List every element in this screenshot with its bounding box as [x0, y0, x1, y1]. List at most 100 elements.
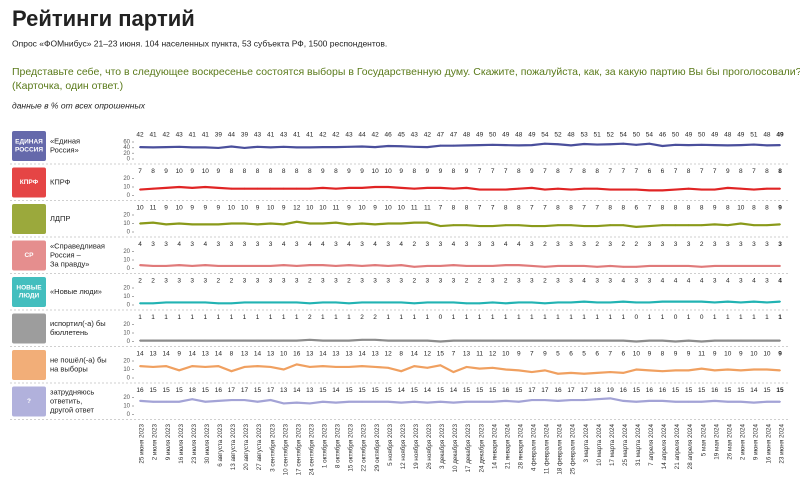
value-label: 2 [360, 314, 364, 321]
row-label: ответить, [50, 396, 82, 405]
y-tick-label: 20 [123, 322, 130, 328]
value-label: 1 [504, 314, 508, 321]
value-label: 3 [203, 278, 207, 285]
value-label: 10 [371, 168, 379, 175]
value-label: 49 [711, 132, 719, 139]
point [530, 399, 533, 401]
value-label: 12 [385, 351, 393, 358]
value-label: 4 [517, 241, 521, 248]
value-label: 8 [412, 168, 416, 175]
party-logo [12, 277, 46, 307]
value-label: 3 [530, 241, 534, 248]
point [779, 265, 781, 267]
party-logo [12, 386, 46, 417]
x-tick-label: 3 сентября 2023 [268, 424, 276, 472]
value-label: 1 [243, 314, 247, 321]
value-label: 2 [151, 278, 155, 285]
value-label: 3 [556, 278, 560, 285]
value-label: 1 [765, 314, 769, 321]
value-label: 51 [750, 132, 758, 139]
point [596, 187, 599, 190]
point [282, 301, 285, 304]
value-label: 1 [177, 314, 181, 321]
value-label: 3 [569, 241, 573, 248]
point [648, 265, 651, 267]
point [491, 366, 494, 369]
point [739, 301, 742, 304]
value-label: 10 [306, 205, 314, 212]
point [256, 339, 259, 342]
value-label: 3 [582, 241, 586, 248]
value-label: 8 [595, 168, 599, 175]
point [400, 222, 403, 225]
value-label: 15 [724, 387, 732, 394]
point [308, 302, 311, 305]
value-label: 9 [648, 351, 652, 358]
point [609, 371, 612, 373]
point [543, 302, 546, 305]
x-tick-label: 17 декабря 2023 [464, 424, 472, 473]
row-label: не пошёл(-а) бы [50, 355, 107, 364]
value-label: 1 [556, 314, 560, 321]
point [465, 224, 468, 227]
value-label: 4 [177, 241, 181, 248]
point [191, 146, 194, 149]
value-label: 8 [687, 168, 691, 175]
value-label: 6 [569, 351, 573, 358]
point [491, 339, 494, 342]
value-label: 50 [489, 132, 497, 139]
point [648, 301, 651, 304]
point [583, 143, 585, 145]
point [452, 401, 455, 404]
x-tick-label: 10 сентября 2023 [281, 424, 289, 476]
point [204, 223, 207, 226]
value-label: 17 [228, 387, 236, 394]
value-label: 10 [241, 205, 249, 212]
value-label: 10 [385, 168, 393, 175]
point [648, 369, 651, 372]
value-label: 2 [543, 278, 547, 285]
value-label: 0 [674, 314, 678, 321]
x-tick-label: 8 октября 2023 [334, 424, 342, 469]
value-label: 15 [672, 387, 680, 394]
value-label: 15 [371, 387, 379, 394]
value-label: 10 [228, 205, 236, 212]
x-tick-label: 12 ноября 2023 [399, 424, 407, 470]
value-label: 1 [203, 314, 207, 321]
value-label: 12 [489, 351, 497, 358]
point [452, 339, 455, 342]
y-tick-label: 0 [127, 266, 131, 272]
value-label: 41 [293, 132, 301, 139]
value-label: 42 [371, 132, 379, 139]
value-label: 3 [295, 278, 299, 285]
logo-text: КПРФ [20, 179, 39, 186]
point [335, 187, 337, 190]
value-label: 46 [385, 132, 393, 139]
value-label: 1 [269, 314, 273, 321]
point [478, 265, 481, 267]
point [178, 222, 181, 225]
value-label: 9 [217, 205, 221, 212]
point [478, 225, 481, 227]
point [635, 340, 638, 343]
value-label: 1 [778, 314, 782, 321]
point [766, 265, 768, 267]
value-label: 9 [713, 351, 717, 358]
value-label: 3 [282, 278, 286, 285]
point [348, 186, 350, 189]
value-label: 3 [465, 241, 469, 248]
value-label: 2 [621, 241, 625, 248]
point [779, 369, 781, 372]
value-label: 41 [189, 132, 197, 139]
point [165, 265, 168, 267]
point [178, 264, 181, 266]
point [517, 264, 520, 266]
value-label: 14 [750, 387, 758, 394]
point [269, 222, 272, 225]
value-label: 3 [648, 278, 652, 285]
point [596, 339, 599, 342]
party-logo [12, 204, 46, 234]
x-tick-label: 22 октября 2023 [360, 424, 368, 472]
logo-text: ЛЮДИ [19, 293, 40, 300]
